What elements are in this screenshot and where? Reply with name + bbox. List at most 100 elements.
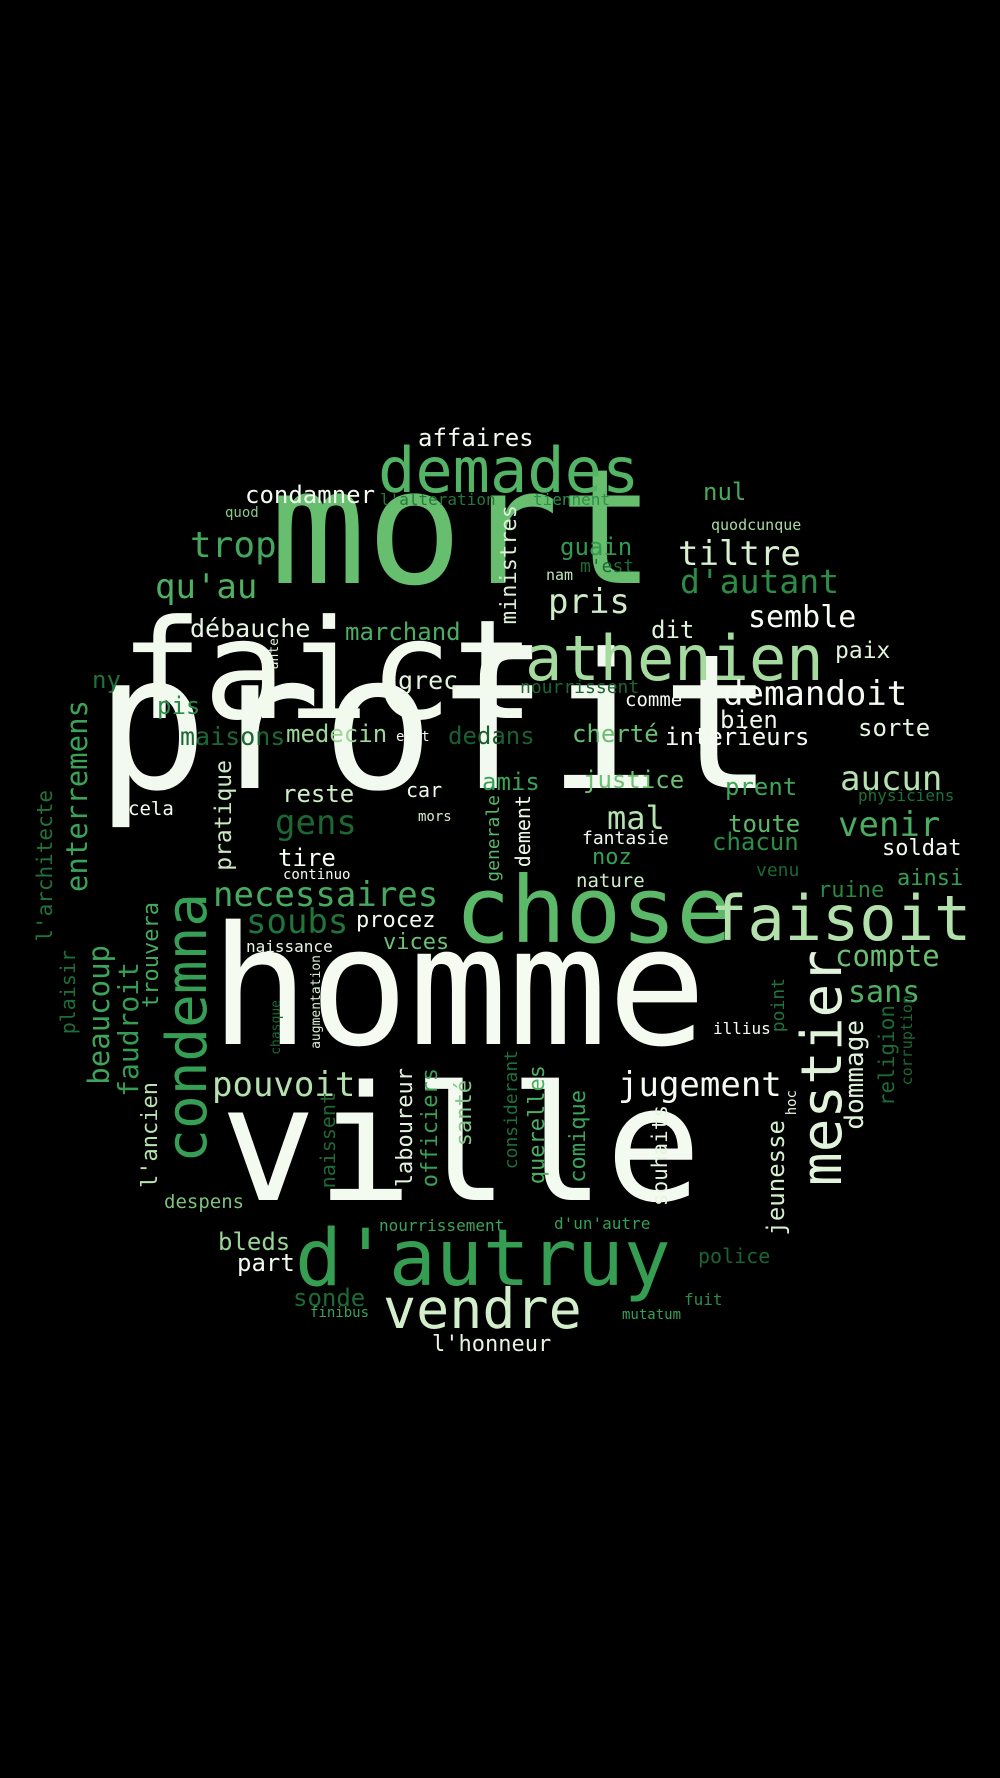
word: guain	[560, 533, 633, 561]
word: semble	[748, 600, 857, 635]
word: homme	[210, 891, 707, 1083]
word: exit	[396, 729, 430, 745]
word: compte	[835, 939, 940, 973]
word: religion	[875, 1005, 899, 1107]
word: sorte	[858, 714, 931, 742]
word: soubs	[246, 902, 349, 942]
word: tire	[278, 844, 336, 872]
word: nature	[576, 870, 645, 892]
word: qu'au	[155, 567, 258, 607]
word: ministres	[497, 505, 522, 625]
word: mutatum	[622, 1307, 682, 1323]
word: chose	[455, 857, 732, 964]
word: paix	[835, 638, 891, 664]
word: faict	[120, 590, 536, 751]
word: beaucoup	[82, 945, 116, 1085]
word: dement	[511, 795, 535, 868]
word: condemna	[155, 893, 220, 1163]
word: ante	[267, 638, 282, 670]
word: dit	[651, 616, 695, 644]
word: ville	[220, 1051, 702, 1238]
word: santé	[452, 1080, 477, 1147]
word: corruption	[898, 995, 916, 1086]
word: chacun	[712, 828, 799, 856]
word: reste	[282, 780, 355, 808]
word: medecin	[286, 720, 388, 748]
word: faisoit	[710, 882, 972, 955]
word: cherté	[572, 720, 659, 748]
word: police	[698, 1244, 771, 1268]
word: fantasie	[582, 828, 669, 849]
word: d'un'autre	[554, 1214, 651, 1233]
word: physiciens	[858, 786, 955, 805]
word: officiers	[418, 1068, 443, 1188]
word: despens	[164, 1191, 245, 1213]
word: continuo	[283, 867, 351, 883]
word: marchand	[345, 618, 461, 646]
word: toute	[728, 810, 801, 838]
word: tiltre	[678, 534, 801, 574]
word: jugement	[618, 1065, 782, 1105]
word: pratique	[211, 760, 237, 871]
word: condamner	[245, 481, 376, 509]
word: l'alteration	[380, 490, 496, 509]
word: cela	[128, 798, 174, 820]
word: point	[768, 978, 789, 1033]
word: soldat	[882, 836, 962, 861]
word: maisons	[180, 722, 286, 751]
word: fuit	[684, 1290, 723, 1309]
word: souhaits	[648, 1105, 672, 1207]
word: hoc	[784, 1090, 800, 1116]
word: dedans	[448, 722, 535, 750]
word: finibus	[310, 1305, 370, 1321]
word: mal	[607, 799, 665, 837]
word: querelles	[525, 1065, 550, 1185]
word: nourrissement	[379, 1216, 505, 1235]
word: prent	[725, 773, 798, 801]
word: considerant	[501, 1050, 522, 1170]
word: d'autant	[680, 562, 839, 601]
word: mors	[418, 809, 452, 825]
word: car	[406, 778, 443, 802]
word: débauche	[190, 614, 311, 643]
word: venir	[838, 805, 941, 845]
word: pouvoit	[212, 1065, 356, 1105]
word: vendre	[383, 1277, 582, 1341]
word: bleds	[218, 1228, 291, 1256]
word: profit	[95, 614, 775, 833]
word: enterremens	[60, 700, 94, 893]
word: illius	[713, 1019, 771, 1038]
word: naissance	[246, 937, 333, 956]
word: l'ancien	[138, 1082, 163, 1188]
word: pris	[548, 582, 630, 622]
word: aucun	[840, 759, 943, 799]
word: tiennent	[533, 490, 611, 509]
word: chasque	[269, 1000, 284, 1055]
word: d'autruy	[295, 1214, 671, 1304]
word: ruine	[818, 878, 885, 903]
word: gens	[275, 803, 357, 843]
word: nourrissent	[520, 677, 640, 698]
word: trop	[190, 525, 277, 566]
word: quodcunque	[711, 516, 802, 534]
word: amis	[482, 768, 540, 796]
word: vices	[383, 930, 450, 955]
word: bien	[720, 706, 778, 734]
word: interieurs	[665, 723, 810, 751]
word: procez	[356, 908, 436, 933]
word: venu	[756, 860, 800, 881]
word: quod	[225, 505, 259, 521]
word: faudroit	[112, 962, 145, 1097]
word: mort	[270, 434, 656, 621]
word: plaisir	[56, 950, 80, 1035]
word: ainsi	[897, 866, 964, 891]
word: demandoit	[723, 674, 908, 714]
word: affaires	[418, 424, 534, 452]
word: necessaires	[213, 875, 439, 915]
word: grec	[398, 666, 459, 695]
word: comique	[566, 1090, 591, 1183]
word: sans	[848, 975, 921, 1010]
word: nul	[703, 478, 747, 506]
word: l'architecte	[33, 790, 57, 942]
